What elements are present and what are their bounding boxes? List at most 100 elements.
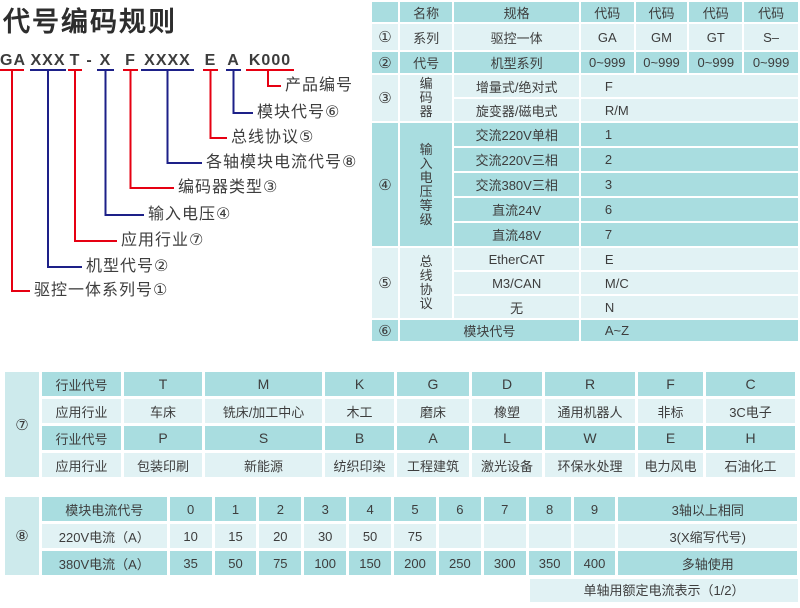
industry-row: 行业代号 P S B A L W E H — [5, 426, 795, 450]
value-cell: T — [124, 372, 202, 396]
callout-line — [0, 69, 30, 292]
value-cell: 4 — [349, 497, 392, 521]
current-row: ⑧ 模块电流代号 0 1 2 3 4 5 6 7 8 9 3轴以上相同 — [5, 497, 797, 575]
code-segment: K000 — [248, 52, 292, 69]
code-segment: GA — [0, 52, 26, 69]
corner-cell — [372, 2, 398, 22]
value-cell: 石油化工 — [706, 453, 795, 477]
value-cell — [483, 524, 526, 548]
value-cell: 15 — [214, 524, 257, 548]
value-cell: 车床 — [124, 399, 202, 423]
industry-row: 应用行业 包装印刷 新能源 纺织印染 工程建筑 激光设备 环保水处理 电力风电 石油化工 — [5, 453, 795, 477]
value-cell: 包装印刷 — [124, 453, 202, 477]
industry-table: ⑦ 行业代号 T M K G D R F C 应用行业 车床 铣床/加工中心 木工 磨床 橡塑 通用机器人 非标 3… — [2, 369, 798, 480]
spec-row: ① 系列 驱控一体 GA GM GT S– — [372, 24, 798, 50]
callout-label: 应用行业⑦ — [121, 232, 205, 249]
row-label: 应用行业 — [42, 453, 121, 477]
code-cell: 6 — [580, 198, 798, 221]
value-cell: E — [638, 426, 703, 450]
row-number: ⑤ — [372, 248, 398, 318]
spec-row: 交流220V三相 2 — [372, 148, 798, 171]
code-segment: E — [204, 52, 217, 69]
name-cell: 输 入 电 压 等 级 — [399, 123, 453, 246]
code-cell: 7 — [580, 223, 798, 246]
code-cell: 2 — [580, 148, 798, 171]
note-cell: 3(X缩写代号) — [618, 524, 797, 548]
value-cell: 300 — [483, 551, 526, 575]
code-segment: XXX — [30, 52, 66, 69]
row-label: 行业代号 — [42, 426, 121, 450]
code-cell: R/M — [580, 99, 798, 121]
code-cell: F — [580, 75, 798, 97]
value-cell: 激光设备 — [472, 453, 542, 477]
value-cell: 400 — [573, 551, 616, 575]
row-number: ① — [372, 24, 398, 50]
table-number: ⑧ — [5, 497, 39, 575]
spec-row: 直流48V 7 — [372, 223, 798, 246]
value-cell: 5 — [394, 497, 436, 521]
value-cell — [573, 524, 616, 548]
page-title: 代号编码规则 — [3, 7, 177, 37]
value-cell: 100 — [304, 551, 347, 575]
header-cell: 代码 — [744, 2, 798, 22]
code-segment: XXXX — [144, 52, 191, 69]
current-row: 220V电流（A） 10 15 20 30 50 75 3(X缩写代号) — [5, 524, 797, 548]
code-segment: A — [227, 52, 240, 69]
row-label: 380V电流（A） — [41, 551, 167, 575]
code-cell: E — [580, 248, 798, 270]
row-number: ② — [372, 52, 398, 73]
value-cell: B — [325, 426, 394, 450]
callout-line — [226, 69, 253, 114]
code-cell: 0~999 — [580, 52, 634, 73]
name-cell: 总 线 协 议 — [399, 248, 453, 318]
value-cell: 0 — [169, 497, 212, 521]
value-cell: 铣床/加工中心 — [205, 399, 322, 423]
spec-cell: 交流220V单相 — [454, 123, 579, 146]
value-cell: 电力风电 — [638, 453, 703, 477]
value-cell: A — [397, 426, 469, 450]
value-cell: 20 — [259, 524, 302, 548]
value-cell — [528, 524, 571, 548]
row-number: ⑥ — [372, 320, 398, 341]
callout-label: 输入电压④ — [148, 206, 232, 223]
row-label: 应用行业 — [42, 399, 121, 423]
code-cell: 1 — [580, 123, 798, 146]
code-segment: - — [86, 52, 93, 69]
code-cell: 0~999 — [689, 52, 743, 73]
header-cell: 名称 — [399, 2, 453, 22]
spec-row: 交流380V三相 3 — [372, 173, 798, 196]
value-cell: 1 — [214, 497, 257, 521]
spec-cell: 交流220V三相 — [454, 148, 579, 171]
spec-row: M3/CAN M/C — [372, 272, 798, 294]
value-cell: 环保水处理 — [545, 453, 635, 477]
value-cell: K — [325, 372, 394, 396]
header-cell: 代码 — [635, 2, 688, 22]
callout-label: 各轴模块电流代号⑧ — [206, 154, 358, 171]
value-cell: 新能源 — [205, 453, 322, 477]
code-cell: 0~999 — [744, 52, 798, 73]
value-cell: L — [472, 426, 542, 450]
code-cell: M/C — [580, 272, 798, 294]
spec-cell: 交流380V三相 — [454, 173, 579, 196]
row-number: ③ — [372, 75, 398, 121]
value-cell: 10 — [169, 524, 212, 548]
callout-line — [30, 69, 82, 268]
value-cell: D — [472, 372, 542, 396]
note-cell: 多轴使用 — [618, 551, 797, 575]
value-cell: 250 — [438, 551, 481, 575]
name-cell: 代号 — [399, 52, 453, 73]
value-cell: 200 — [394, 551, 436, 575]
note-cell: 3轴以上相同 — [618, 497, 797, 521]
callout-line — [203, 69, 227, 139]
name-cell: 系列 — [399, 24, 453, 50]
spec-header-row: 名称 规格 代码 代码 代码 代码 — [372, 2, 798, 22]
industry-row: 应用行业 车床 铣床/加工中心 木工 磨床 橡塑 通用机器人 非标 3C电子 — [5, 399, 795, 423]
value-cell: M — [205, 372, 322, 396]
code-cell: 0~999 — [635, 52, 688, 73]
code-segment: X — [99, 52, 112, 69]
callout-label: 编码器类型③ — [178, 179, 279, 196]
spec-cell: 旋变器/磁电式 — [454, 99, 579, 121]
header-cell: 代码 — [689, 2, 743, 22]
